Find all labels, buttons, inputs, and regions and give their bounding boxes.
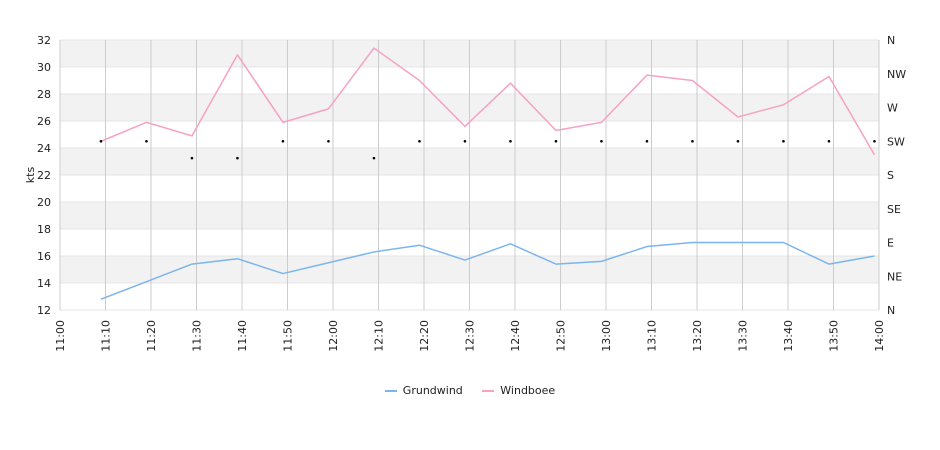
direction-marker [418, 139, 421, 143]
legend: Grundwind Windboee [0, 384, 940, 397]
x-tick-label: 13:20 [691, 320, 704, 352]
x-tick-label: 13:40 [782, 320, 795, 352]
legend-item-grundwind[interactable]: Grundwind [384, 384, 463, 397]
series-line-grundwind [100, 241, 875, 300]
y-tick-label: 16 [37, 250, 51, 263]
y-tick-label: 12 [37, 304, 51, 317]
y-tick-label: 14 [37, 277, 51, 290]
direction-marker [145, 139, 148, 143]
direction-marker [99, 139, 103, 143]
direction-marker [645, 139, 649, 143]
x-tick-label: 12:20 [418, 320, 431, 352]
y-axis-right-direction: N NE E SE S SW W NW N [887, 34, 906, 317]
x-tick-label: 14:00 [873, 320, 886, 352]
x-tick-label: 11:20 [145, 320, 158, 352]
legend-swatch-grundwind [384, 390, 397, 392]
x-tick-label: 11:30 [191, 320, 204, 352]
direction-tick-label: E [887, 237, 894, 250]
direction-tick-label: N [887, 34, 895, 47]
direction-marker [736, 139, 740, 143]
x-tick-label: 11:40 [236, 320, 249, 352]
direction-tick-label: W [887, 102, 898, 115]
y-tick-label: 30 [37, 61, 51, 74]
x-tick-label: 13:30 [737, 320, 750, 352]
direction-marker [463, 139, 467, 143]
y-tick-label: 18 [37, 223, 51, 236]
x-tick-label: 12:40 [509, 320, 522, 352]
direction-marker [873, 139, 876, 143]
direction-markers [99, 139, 876, 160]
direction-marker [691, 139, 694, 143]
series-lines [100, 47, 876, 300]
direction-marker [600, 139, 603, 143]
direction-marker [281, 139, 285, 143]
y-tick-label: 32 [37, 34, 51, 47]
series-line-windboee [100, 47, 876, 156]
y-axis-left: 12 14 16 18 20 22 24 26 28 30 32 [37, 34, 51, 317]
x-tick-label: 11:10 [100, 320, 113, 352]
direction-tick-label: N [887, 304, 895, 317]
x-tick-label: 11:00 [54, 320, 67, 352]
y-tick-label: 28 [37, 88, 51, 101]
direction-marker [827, 139, 831, 143]
x-tick-label: 13:00 [600, 320, 613, 352]
direction-marker [782, 139, 785, 143]
y-tick-label: 20 [37, 196, 51, 209]
x-tick-label: 12:50 [555, 320, 568, 352]
direction-tick-label: SE [887, 203, 901, 216]
x-tick-label: 12:30 [464, 320, 477, 352]
y-tick-label: 24 [37, 142, 51, 155]
legend-item-windboee[interactable]: Windboee [482, 384, 555, 397]
y-tick-label: 22 [37, 169, 51, 182]
direction-tick-label: NW [887, 68, 906, 81]
x-axis: 11:00 11:10 11:20 11:30 11:40 11:50 12:00 12:10… [54, 320, 886, 352]
direction-marker [554, 139, 558, 143]
x-tick-label: 12:00 [327, 320, 340, 352]
legend-label-windboee: Windboee [500, 384, 556, 397]
x-tick-label: 12:10 [373, 320, 386, 352]
vertical-gridlines [59, 40, 880, 310]
direction-marker [509, 139, 512, 143]
direction-tick-label: NE [887, 270, 902, 283]
legend-swatch-windboee [482, 390, 495, 392]
direction-marker [236, 156, 239, 160]
x-tick-label: 13:10 [646, 320, 659, 352]
direction-marker [190, 156, 194, 160]
x-tick-label: 13:50 [828, 320, 841, 352]
direction-tick-label: S [887, 169, 894, 182]
direction-tick-label: SW [887, 135, 905, 148]
y-axis-title: kts [24, 167, 37, 184]
direction-marker [372, 156, 376, 160]
y-tick-label: 26 [37, 115, 51, 128]
direction-marker [327, 139, 330, 143]
legend-label-grundwind: Grundwind [402, 384, 463, 397]
x-tick-label: 11:50 [282, 320, 295, 352]
